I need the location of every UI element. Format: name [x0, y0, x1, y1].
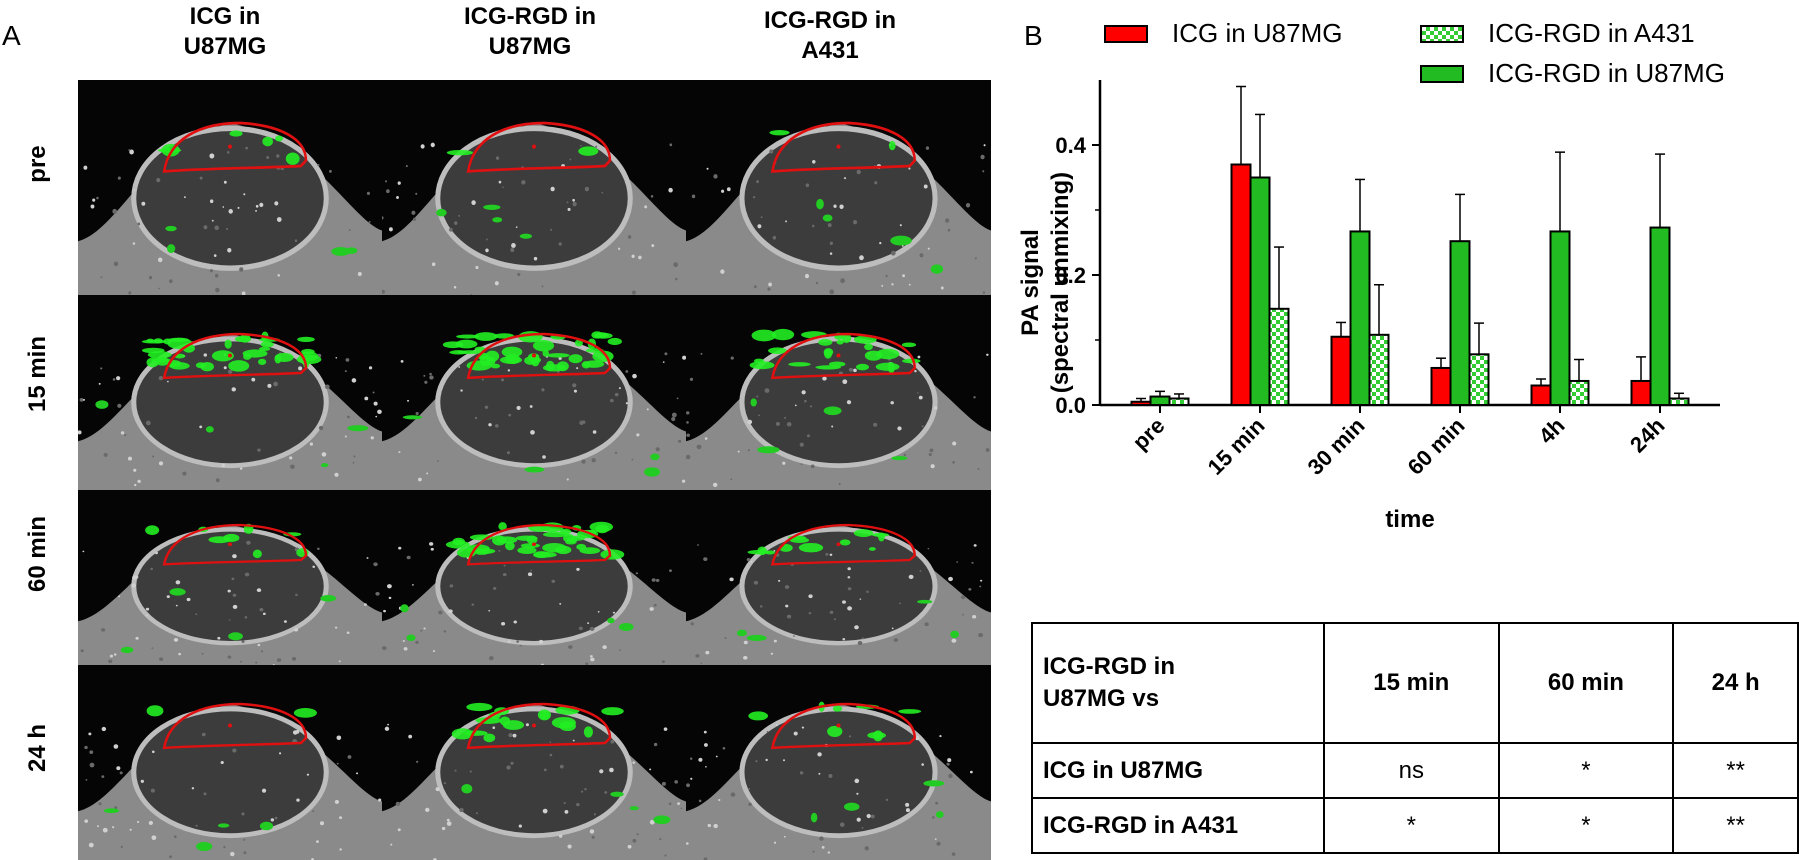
bar-chart: 0.0 0.2 0.4 PA signal (spectral unmixing) pre… — [1020, 80, 1720, 533]
bar — [1430, 366, 1452, 407]
panel-a-letter: A — [2, 20, 21, 51]
legend-item-icgrgd-u87mg: ICG-RGD in U87MG — [1420, 58, 1725, 89]
ultrasound-image — [382, 665, 686, 860]
bar — [1468, 353, 1490, 406]
table-row: ICG in U87MG ns * ** — [1031, 742, 1799, 800]
bar — [1530, 384, 1552, 406]
x-tick-label: 30 min — [1303, 413, 1370, 480]
table-header-cell: 24 h — [1672, 621, 1799, 745]
ultrasound-image — [78, 295, 382, 490]
ultrasound-image — [382, 490, 686, 665]
legend-label: ICG in U87MG — [1172, 18, 1343, 48]
column-header-icg-u87mg: ICG in U87MG — [183, 3, 267, 60]
table-header-cell: 15 min — [1323, 621, 1500, 745]
table-header-cell: 60 min — [1497, 621, 1675, 745]
x-tick-label: 15 min — [1203, 413, 1270, 480]
table-cell: * — [1323, 797, 1500, 854]
ultrasound-image — [382, 80, 686, 295]
table-cell: ns — [1323, 742, 1500, 800]
y-tick-label: 0.0 — [1055, 393, 1086, 418]
significance-table: ICG-RGD in U87MG vs 15 min 60 min 24 h I… — [1031, 621, 1799, 854]
bar — [1230, 163, 1252, 406]
row-header-pre: pre — [24, 145, 51, 183]
column-header-icgrgd-u87mg: ICG-RGD in U87MG — [464, 3, 596, 60]
ultrasound-image — [686, 490, 991, 665]
table-row: ICG-RGD in A431 * * ** — [1031, 797, 1799, 854]
legend-swatch-red — [1104, 24, 1148, 43]
x-tick-label: pre — [1128, 413, 1170, 455]
bar — [1249, 176, 1271, 406]
bar — [1630, 379, 1652, 407]
bar — [1268, 307, 1290, 406]
legend-item-icgrgd-a431: ICG-RGD in A431 — [1420, 18, 1695, 49]
bar — [1168, 397, 1190, 406]
bar — [1368, 333, 1390, 406]
table-cell: ** — [1672, 797, 1799, 854]
column-header-icgrgd-a431: ICG-RGD in A431 — [764, 7, 896, 64]
legend-label: ICG-RGD in U87MG — [1488, 58, 1725, 88]
ultrasound-image — [382, 295, 686, 490]
ultrasound-image — [686, 80, 991, 295]
y-tick-label: 0.2 — [1055, 263, 1086, 288]
table-cell: ICG in U87MG — [1031, 742, 1325, 800]
ultrasound-image — [78, 80, 382, 295]
table-cell: ICG-RGD in A431 — [1031, 797, 1325, 854]
bar — [1568, 379, 1590, 407]
bar — [1649, 226, 1671, 406]
ultrasound-image — [686, 665, 991, 860]
row-header-60min: 60 min — [24, 515, 51, 593]
table-header-cell: ICG-RGD in U87MG vs — [1031, 621, 1325, 745]
ultrasound-image — [78, 665, 382, 860]
y-axis-label: PA signal — [1020, 229, 1044, 336]
row-header-15min: 15 min — [24, 335, 51, 413]
bar — [1549, 230, 1571, 406]
x-axis-label: time — [1385, 506, 1434, 533]
bar — [1149, 395, 1171, 406]
x-tick-label: 4h — [1534, 413, 1570, 449]
legend-item-icg-u87mg: ICG in U87MG — [1104, 18, 1343, 49]
x-tick-label: 60 min — [1403, 413, 1470, 480]
panel-b-letter: B — [1024, 20, 1043, 51]
bar — [1449, 240, 1471, 406]
ultrasound-image — [78, 490, 382, 665]
x-tick-label: 24h — [1625, 413, 1669, 457]
legend-swatch-green — [1420, 64, 1464, 83]
legend-swatch-checker — [1420, 24, 1464, 43]
table-header-row: ICG-RGD in U87MG vs 15 min 60 min 24 h — [1031, 621, 1799, 745]
bar — [1130, 400, 1152, 406]
ultrasound-image-grid — [78, 80, 991, 860]
row-header-24h: 24 h — [24, 723, 51, 773]
y-tick-label: 0.4 — [1055, 133, 1086, 158]
y-axis-label: (spectral unmixing) — [1047, 172, 1074, 393]
table-cell: * — [1497, 797, 1675, 854]
table-cell: * — [1497, 742, 1675, 800]
bar — [1668, 397, 1690, 406]
legend-label: ICG-RGD in A431 — [1488, 18, 1695, 48]
bar — [1349, 230, 1371, 406]
table-cell: ** — [1672, 742, 1799, 800]
ultrasound-image — [686, 295, 991, 490]
bar — [1330, 335, 1352, 406]
